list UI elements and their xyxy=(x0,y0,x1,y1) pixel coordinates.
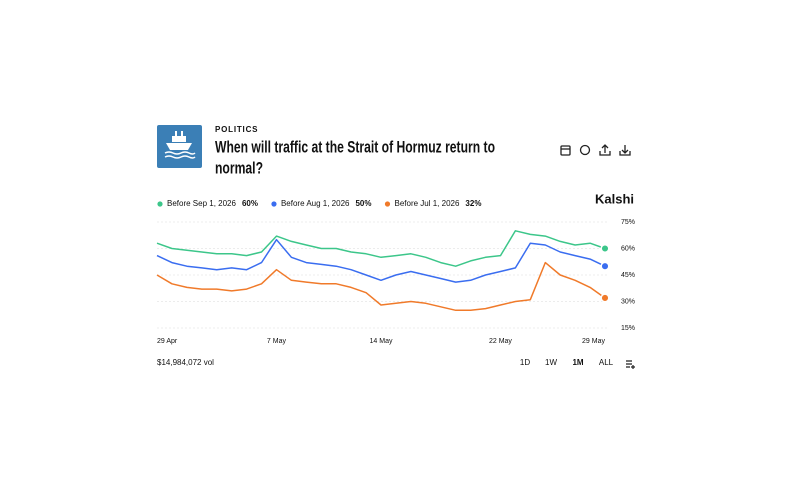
title-line: When will traffic at the Strait of Hormu… xyxy=(215,137,495,156)
legend-label: Before Jul 1, 2026 xyxy=(394,199,459,208)
x-tick-label: 7 May xyxy=(267,338,287,345)
y-tick-label: 30% xyxy=(621,298,635,305)
legend-swatch xyxy=(157,201,163,207)
y-tick-label: 15% xyxy=(621,325,635,332)
legend-swatch xyxy=(271,201,277,207)
x-tick-label: 22 May xyxy=(489,338,512,345)
series-line xyxy=(156,230,606,267)
list-button[interactable] xyxy=(626,360,635,369)
legend-value: 50% xyxy=(355,199,371,208)
end-point xyxy=(600,243,610,254)
category: POLITICS xyxy=(215,125,258,134)
brand: Kalshi xyxy=(595,191,634,206)
end-point xyxy=(600,261,610,271)
share-button[interactable] xyxy=(599,144,611,156)
x-tick-label: 29 Apr xyxy=(157,338,178,345)
legend-swatch xyxy=(384,201,391,207)
end-point xyxy=(600,293,610,303)
x-tick-label: 29 May xyxy=(582,338,605,345)
legend-label: Before Sep 1, 2026 xyxy=(167,199,236,208)
range-button[interactable]: 1M xyxy=(572,358,583,367)
title-line: normal? xyxy=(215,158,263,177)
range-button[interactable]: 1D xyxy=(520,358,530,367)
comment-button[interactable] xyxy=(579,144,591,156)
series-line xyxy=(156,261,606,312)
range-button[interactable]: ALL xyxy=(599,358,614,367)
legend-label: Before Aug 1, 2026 xyxy=(281,199,350,208)
x-tick-label: 14 May xyxy=(370,338,393,345)
download-button[interactable] xyxy=(619,145,631,156)
volume: $14,984,072 vol xyxy=(157,358,214,367)
ship-icon xyxy=(164,131,196,159)
range-button[interactable]: 1W xyxy=(545,358,557,367)
legend-value: 32% xyxy=(465,199,481,208)
y-tick-label: 45% xyxy=(621,272,635,279)
legend-value: 60% xyxy=(242,199,258,208)
y-tick-label: 75% xyxy=(621,219,635,226)
series-line xyxy=(156,238,606,283)
y-tick-label: 60% xyxy=(621,245,635,252)
calendar-button[interactable] xyxy=(560,145,571,156)
